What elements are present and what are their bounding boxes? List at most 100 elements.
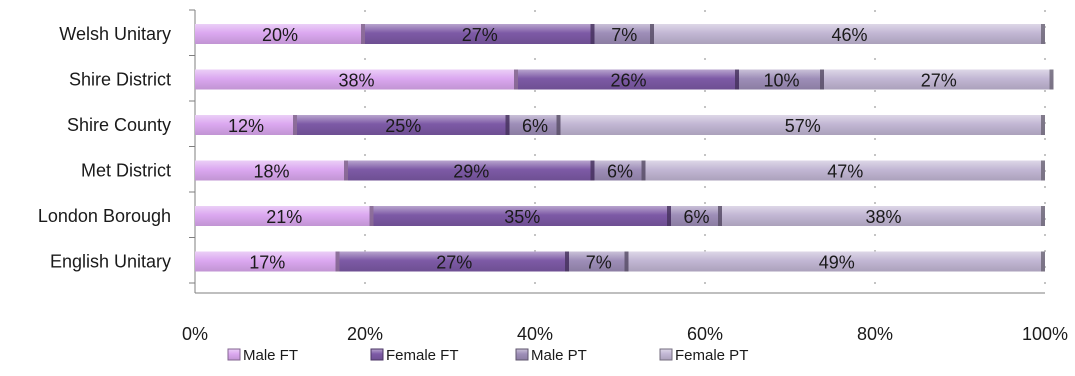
bar-segment [645,160,1045,181]
bar-segment [373,206,671,226]
bar-segment-edge [718,206,722,226]
bar-segment-edge [505,115,510,135]
category-label: English Unitary [50,252,171,272]
data-label: 26% [610,71,646,91]
bar-segment [195,206,374,226]
bar-segment [722,206,1045,226]
legend-swatch [659,348,673,361]
data-label: 20% [262,25,298,45]
bar-segment-edge [624,251,629,272]
bar-segment-edge [335,251,340,272]
category-label: Met District [81,161,171,181]
bar-segment-edge [293,115,297,135]
bar-segment-edge [514,69,518,90]
data-label: 57% [785,116,821,136]
bar-segment-edge [361,24,365,44]
bar-segment-edge [344,160,348,181]
legend-label: Female PT [675,347,748,364]
bar-segment-edge [590,24,595,44]
data-label: 7% [586,253,612,273]
bar-segment-edge [820,69,824,90]
bar-segment [195,115,297,135]
bar-segment [560,115,1045,135]
bar-segment-edge [369,206,374,226]
data-label: 47% [827,162,863,182]
bar-segment [339,251,569,272]
bar-segment [195,69,518,90]
legend: Male FT Female FT Male PT Female PT [227,347,748,364]
category-label: Welsh Unitary [59,24,171,44]
data-label: 49% [819,253,855,273]
legend-label: Male PT [531,347,587,364]
data-label: 6% [522,116,548,136]
category-label: Shire District [69,70,171,90]
bars [195,24,1054,272]
data-label: 29% [453,162,489,182]
category-label: London Borough [38,206,171,226]
bar-segment [195,160,348,181]
bar-segment-edge [1041,206,1045,226]
data-label: 7% [611,25,637,45]
bar-segment-edge [1041,160,1045,181]
bar-segment [297,115,510,135]
data-label: 25% [385,116,421,136]
bar-segment [594,160,646,181]
category-axis-labels: Welsh Unitary Shire District Shire County M… [38,24,171,272]
bar-segment [654,24,1045,44]
bar-segment [365,24,595,44]
bar-segment [671,206,722,226]
legend-swatch [370,348,384,361]
bar-segment [569,251,629,272]
bar-segment-edge [735,69,739,90]
bar-segment-edge [641,160,646,181]
legend-label: Female FT [386,347,459,364]
x-tick-label: 20% [347,324,383,344]
x-tick-label: 100% [1022,324,1068,344]
data-label: 38% [338,71,374,91]
data-label: 35% [504,207,540,227]
data-label: 12% [228,116,264,136]
data-label: 27% [436,253,472,273]
legend-swatch [515,348,529,361]
data-label: 27% [462,25,498,45]
bar-segment [594,24,654,44]
data-label: 38% [865,207,901,227]
data-label: 18% [253,162,289,182]
bar-segment-edge [1041,24,1045,44]
bar-segment [195,24,365,44]
bar-segment-edge [590,160,595,181]
data-label: 6% [607,162,633,182]
x-tick-label: 60% [687,324,723,344]
category-label: Shire County [67,115,171,135]
legend-swatch [227,348,241,361]
bar-segment [739,69,824,90]
bar-segment-edge [650,24,654,44]
bar-segment-edge [565,251,569,272]
data-label: 21% [266,207,302,227]
data-label: 6% [683,207,709,227]
value-axis-tick-labels: 0% 20% 40% 60% 80% 100% [182,324,1068,344]
data-label: 46% [831,25,867,45]
bar-segment [824,69,1054,90]
bar-segment [348,160,595,181]
grid-lines [364,10,1046,293]
bar-segment-edge [556,115,561,135]
bar-segment [509,115,561,135]
x-tick-label: 40% [517,324,553,344]
bar-segment [518,69,739,90]
data-label: 17% [249,253,285,273]
bar-segment-edge [1041,115,1045,135]
legend-label: Male FT [243,347,298,364]
data-label: 27% [921,71,957,91]
axes [189,9,1045,294]
data-label: 10% [763,71,799,91]
bar-segment-edge [1041,251,1045,272]
bar-segment-edge [667,206,671,226]
bar-segment [195,251,340,272]
data-labels: 20% 27% 7% 46% 38% 26% 10% 27% 12% 25% 6% 57% 18% 29%… [228,25,957,273]
x-tick-label: 80% [857,324,893,344]
x-tick-label: 0% [182,324,208,344]
bar-segment-edge [1049,69,1054,90]
bar-segment [628,251,1045,272]
